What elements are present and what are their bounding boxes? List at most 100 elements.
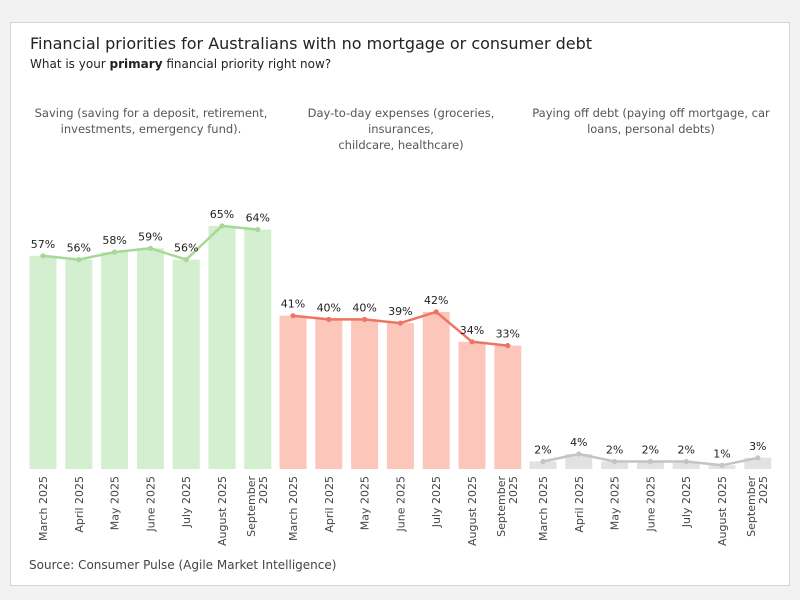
bar-p0-4 — [172, 259, 200, 469]
panel-header-saving-line2: investments, emergency fund). — [60, 122, 242, 136]
subtitle-suffix: financial priority right now? — [162, 57, 332, 71]
point-p2-4 — [683, 458, 689, 465]
tick-label-p2-5: August 2025 — [716, 476, 729, 546]
bar-p0-0 — [29, 255, 57, 469]
point-p1-0 — [290, 313, 296, 319]
bar-p0-6 — [244, 229, 272, 469]
point-p2-5 — [719, 462, 725, 468]
tick-label-p2-1: April 2025 — [573, 476, 586, 533]
point-p1-5 — [469, 339, 475, 345]
tick-label-p0-1: April 2025 — [73, 476, 86, 533]
tick-label-p1-0: March 2025 — [287, 476, 300, 541]
chart-frame: Financial priorities for Australians wit… — [10, 22, 790, 586]
bar-p2-0 — [529, 461, 557, 469]
panel-2: 2% 4% 2% 2% 2% 1% 3% March 2025 April 2025 May 20… — [529, 436, 772, 546]
data-label-p2-1: 4% — [570, 436, 587, 449]
data-label-p2-3: 2% — [642, 444, 659, 457]
data-label-p2-5: 1% — [713, 447, 730, 460]
bar-p2-6 — [744, 457, 772, 469]
point-p0-4 — [183, 257, 189, 263]
tick-label-p0-3: June 2025 — [144, 476, 157, 532]
data-label-p1-2: 40% — [352, 301, 376, 314]
source-note: Source: Consumer Pulse (Agile Market Int… — [29, 558, 337, 572]
point-p0-2 — [112, 249, 118, 255]
tick-label-p1-1: April 2025 — [323, 476, 336, 533]
chart-subtitle: What is your primary financial priority … — [30, 57, 331, 71]
tick-label-p0-0: March 2025 — [37, 476, 50, 541]
point-p0-6 — [255, 227, 261, 233]
chart-title: Financial priorities for Australians wit… — [30, 34, 593, 53]
point-p0-0 — [40, 253, 46, 259]
tick-label-p0-2: May 2025 — [109, 476, 122, 530]
panel-0: 57% 56% 58% 59% 56% 65% 64% March 2025 April 202… — [29, 208, 272, 546]
data-label-p0-5: 65% — [210, 208, 234, 221]
point-p1-6 — [505, 343, 511, 349]
data-label-p1-4: 42% — [424, 294, 448, 307]
bar-p1-2 — [351, 319, 379, 469]
tick-label-year-p2-6: 2025 — [757, 476, 770, 504]
bar-p0-2 — [101, 252, 129, 469]
bar-p0-1 — [65, 259, 93, 469]
tick-label-p2-6: September — [745, 476, 758, 537]
point-p0-3 — [147, 245, 153, 251]
bar-p1-4 — [422, 311, 450, 469]
tick-label-p1-6: September — [495, 476, 508, 537]
data-label-p0-2: 58% — [102, 234, 126, 247]
tick-label-p0-6: September — [245, 476, 258, 537]
data-label-p2-6: 3% — [749, 440, 766, 453]
data-label-p0-6: 64% — [246, 212, 270, 225]
panel-header-expenses-line1: Day-to-day expenses (groceries, insuranc… — [307, 106, 495, 136]
bar-p2-3 — [636, 461, 664, 469]
tick-label-p1-5: August 2025 — [466, 476, 479, 546]
subtitle-prefix: What is your — [30, 57, 110, 71]
data-label-p2-0: 2% — [534, 444, 551, 457]
tick-label-p2-3: June 2025 — [644, 476, 657, 532]
data-label-p1-6: 33% — [496, 328, 520, 341]
panel-header-expenses: Day-to-day expenses (groceries, insuranc… — [276, 105, 526, 153]
bar-p1-5 — [458, 341, 486, 469]
bar-p1-6 — [494, 345, 522, 469]
data-label-p1-1: 40% — [317, 301, 341, 314]
data-label-p1-0: 41% — [281, 298, 305, 311]
bar-p1-1 — [315, 319, 343, 469]
point-p1-4 — [433, 309, 439, 315]
panel-header-saving: Saving (saving for a deposit, retirement… — [26, 105, 276, 137]
tick-label-year-p1-6: 2025 — [507, 476, 520, 504]
data-label-p1-5: 34% — [460, 324, 484, 337]
panel-header-debt-line1: Paying off debt (paying off mortgage, ca… — [532, 106, 770, 120]
tick-label-p1-2: May 2025 — [359, 476, 372, 530]
bar-p1-3 — [386, 323, 414, 469]
data-label-p2-2: 2% — [606, 444, 623, 457]
point-p1-3 — [397, 320, 403, 326]
panel-header-saving-line1: Saving (saving for a deposit, retirement… — [34, 106, 268, 120]
data-label-p0-1: 56% — [67, 242, 91, 255]
data-label-p1-3: 39% — [388, 305, 412, 318]
point-p2-2 — [612, 458, 618, 465]
data-label-p0-4: 56% — [174, 242, 198, 255]
tick-label-p2-2: May 2025 — [609, 476, 622, 530]
tick-label-p0-4: July 2025 — [180, 476, 193, 528]
bar-p2-1 — [565, 454, 593, 469]
tick-label-p1-3: June 2025 — [394, 476, 407, 532]
subtitle-bold: primary — [109, 57, 163, 71]
data-label-p0-3: 59% — [138, 230, 162, 243]
point-p2-6 — [755, 455, 761, 461]
point-p0-1 — [76, 257, 82, 263]
chart-plot: 57% 56% 58% 59% 56% 65% 64% March 2025 April 202… — [29, 208, 772, 546]
tick-label-p1-4: July 2025 — [430, 476, 443, 528]
data-label-p2-4: 2% — [677, 444, 694, 457]
bar-p2-2 — [601, 461, 629, 469]
point-p0-5 — [219, 223, 225, 229]
point-p2-3 — [647, 458, 654, 465]
tick-label-p2-4: July 2025 — [680, 476, 693, 528]
tick-label-p0-5: August 2025 — [216, 476, 229, 546]
bar-p1-0 — [279, 315, 307, 469]
panel-1: 41% 40% 40% 39% 42% 34% 33% March 2025 April 202… — [279, 294, 522, 546]
bar-p0-3 — [136, 248, 164, 469]
data-label-p0-0: 57% — [31, 238, 55, 251]
point-p2-0 — [540, 458, 546, 465]
bar-p0-5 — [208, 225, 236, 469]
point-p1-1 — [326, 316, 332, 322]
panel-header-debt: Paying off debt (paying off mortgage, ca… — [526, 105, 776, 137]
tick-label-p2-0: March 2025 — [537, 476, 550, 541]
